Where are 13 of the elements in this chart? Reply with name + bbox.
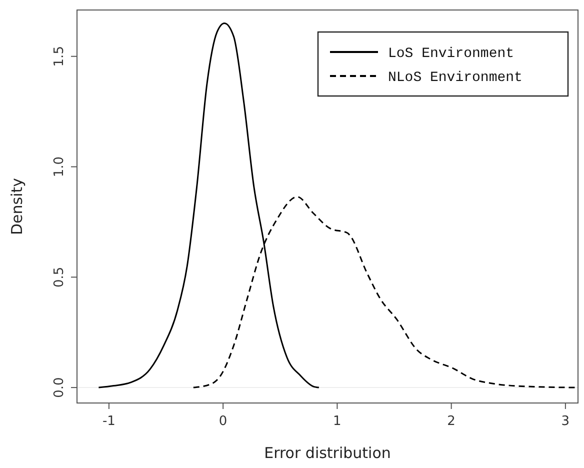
legend-label: NLoS Environment [388,70,522,86]
x-axis-title: Error distribution [264,444,391,462]
x-tick-label: 3 [561,414,570,429]
y-axis-title: Density [8,178,26,236]
y-tick-label: 1.0 [52,156,67,178]
y-tick-label: 1.5 [52,46,67,67]
x-tick-label: 1 [333,414,342,429]
legend-label: LoS Environment [388,46,514,62]
x-tick-label: 0 [218,414,228,429]
y-tick-label: 0.5 [52,266,67,288]
x-tick-label: -1 [102,414,116,429]
x-tick-label: 2 [447,414,456,429]
y-tick-label: 0.0 [52,377,67,398]
